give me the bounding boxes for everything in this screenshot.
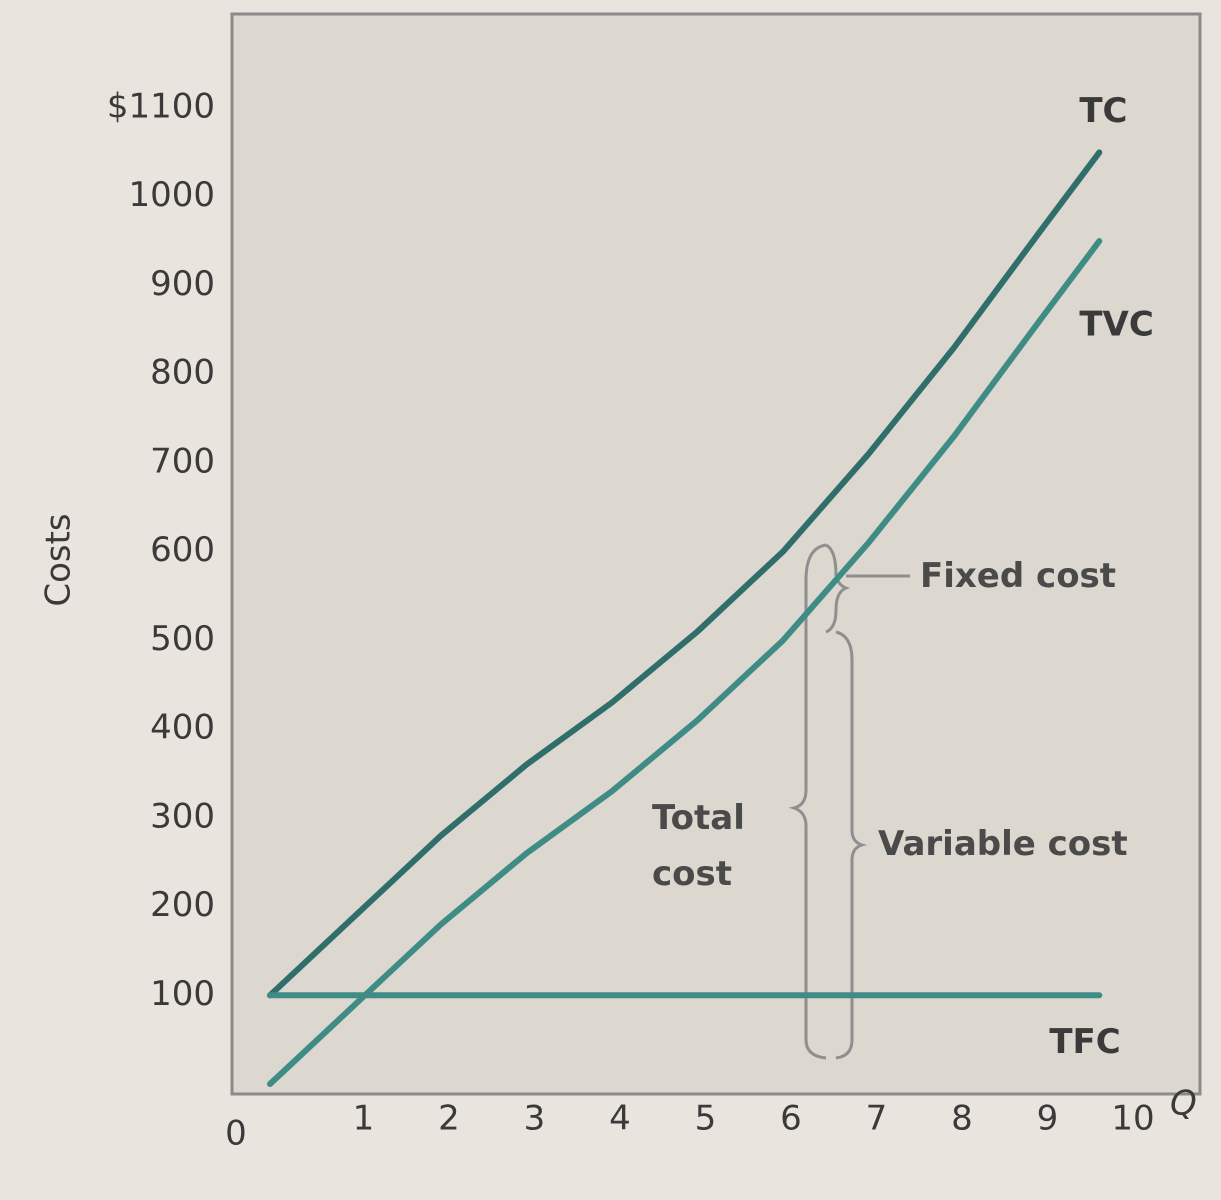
series-label: TC — [1079, 91, 1127, 131]
series-line — [267, 238, 1103, 1087]
total-cost-brace — [788, 543, 827, 1060]
x-tick-label: 1 — [353, 1099, 375, 1139]
x-tick-label: 0 — [225, 1114, 247, 1154]
x-tick-label: 10 — [1111, 1099, 1154, 1139]
fixed-cost-brace — [825, 543, 851, 634]
y-tick-label: 300 — [150, 796, 215, 836]
x-tick-label: 4 — [609, 1099, 631, 1139]
y-tick-label: 800 — [150, 353, 215, 393]
x-tick-label: 6 — [780, 1099, 802, 1139]
series-label: TVC — [1079, 305, 1153, 345]
plot-area — [230, 12, 1202, 1096]
series-line — [267, 149, 1103, 999]
annotation: Fixed cost — [920, 556, 1117, 596]
annotation: Variable cost — [878, 824, 1128, 864]
series-label: TFC — [1049, 1022, 1120, 1062]
y-tick-label: 900 — [150, 264, 215, 304]
x-tick-label: 3 — [524, 1099, 546, 1139]
y-tick-label: 600 — [150, 530, 215, 570]
y-tick-label: 200 — [150, 885, 215, 925]
y-tick-label: 1000 — [128, 175, 215, 215]
x-tick-label: 5 — [695, 1099, 717, 1139]
y-tick-label: 500 — [150, 619, 215, 659]
brackets — [788, 543, 910, 1060]
y-tick-label: 400 — [150, 708, 215, 748]
y-tick-label: $1100 — [107, 87, 215, 127]
variable-cost-brace — [835, 630, 868, 1060]
x-tick-label: 9 — [1037, 1099, 1059, 1139]
x-tick-label: 7 — [866, 1099, 888, 1139]
x-axis-label: Q — [1170, 1084, 1197, 1124]
annotation: Total cost — [652, 798, 745, 894]
y-tick-label: 100 — [150, 974, 215, 1014]
y-tick-label: 700 — [150, 441, 215, 481]
y-axis-label: Costs — [39, 513, 79, 606]
x-tick-label: 8 — [951, 1099, 973, 1139]
x-tick-label: 2 — [438, 1099, 460, 1139]
